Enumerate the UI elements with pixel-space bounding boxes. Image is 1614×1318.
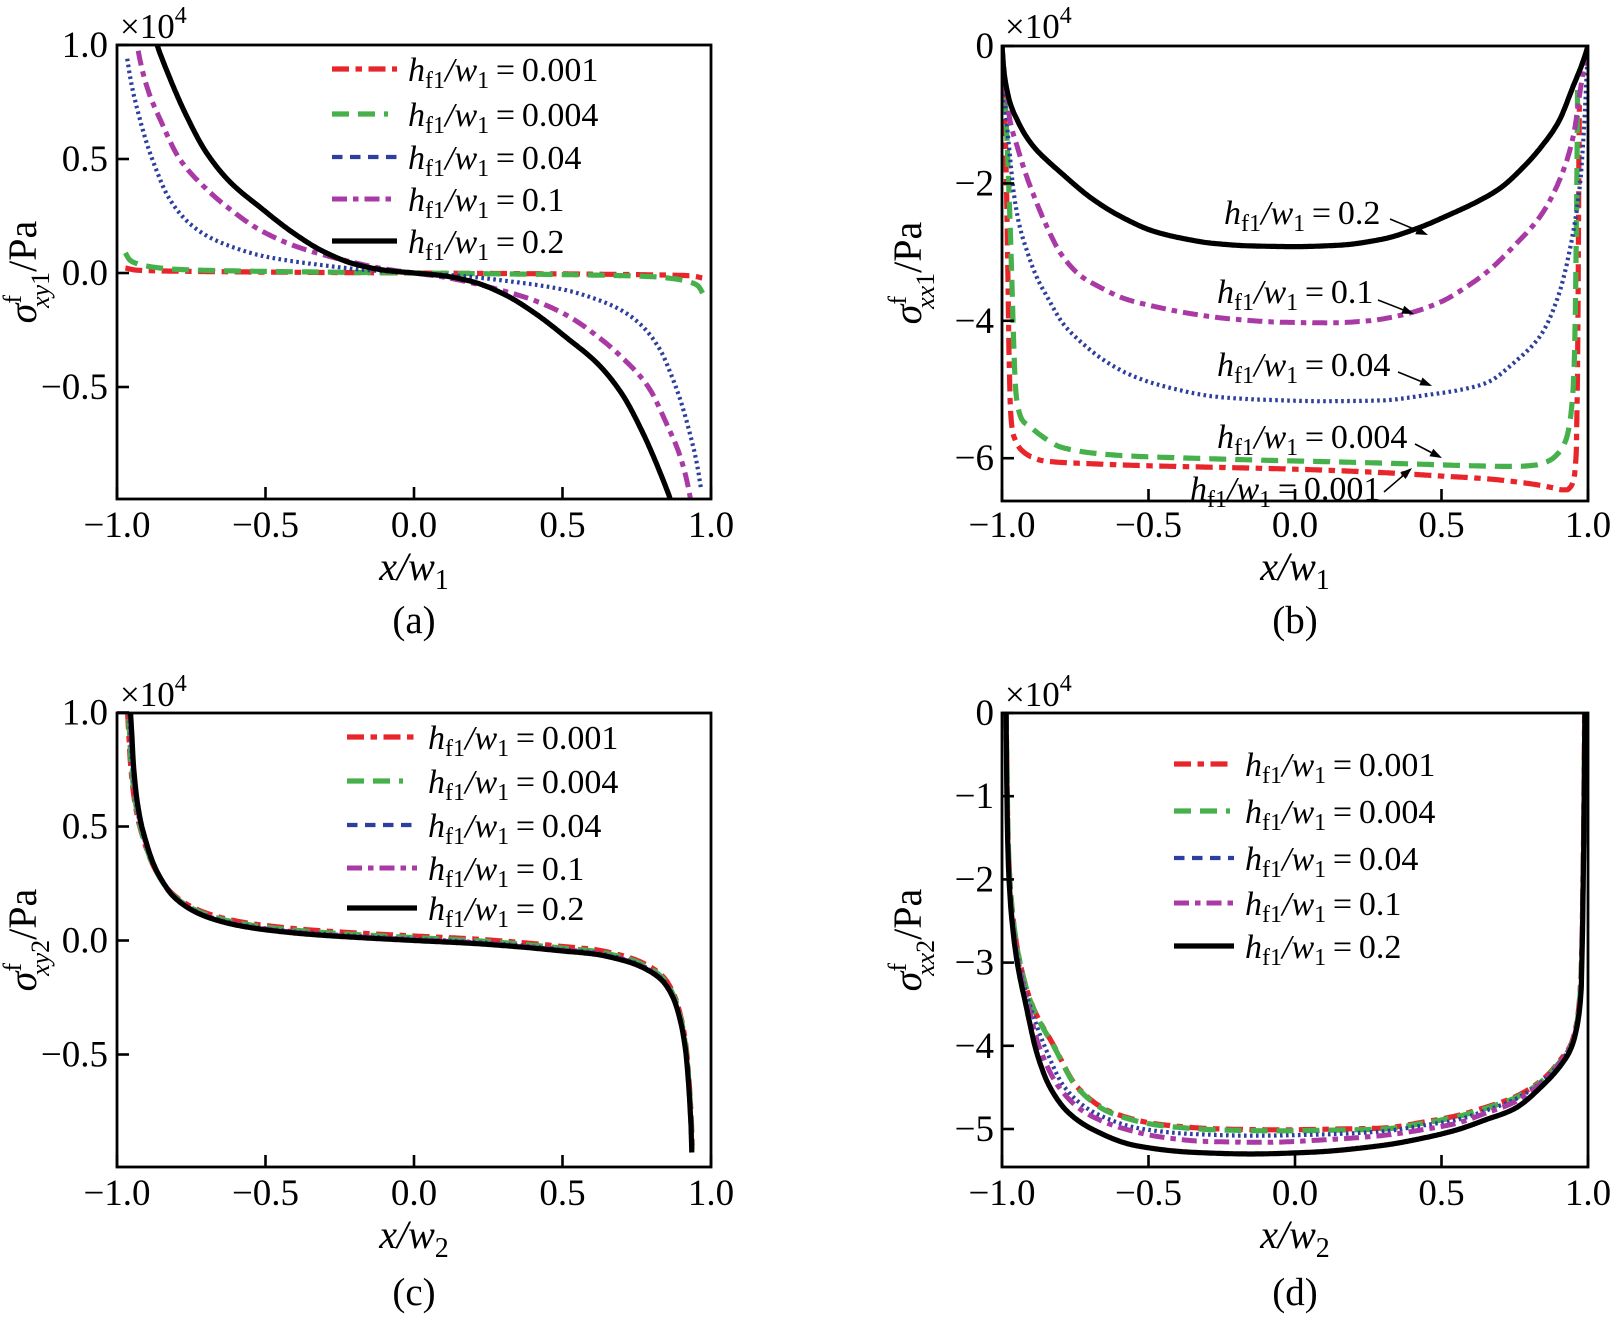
svg-text:1.0: 1.0: [62, 25, 108, 66]
svg-text:−4: −4: [955, 301, 994, 342]
svg-text:hf1/w1 = 0.2: hf1/w1 = 0.2: [408, 224, 564, 266]
svg-text:0.0: 0.0: [62, 921, 108, 962]
svg-text:(c): (c): [392, 1271, 435, 1314]
svg-text:hf1/w1 = 0.004: hf1/w1 = 0.004: [1245, 794, 1435, 836]
svg-text:hf1/w1 = 0.2: hf1/w1 = 0.2: [428, 891, 584, 933]
svg-text:x/w2: x/w2: [1259, 1212, 1330, 1264]
svg-text:σfxx2/Pa: σfxx2/Pa: [883, 888, 940, 991]
svg-text:(b): (b): [1272, 599, 1317, 642]
svg-text:hf1/w1 = 0.1: hf1/w1 = 0.1: [408, 182, 564, 224]
svg-text:hf1/w1 = 0.04: hf1/w1 = 0.04: [428, 808, 601, 850]
svg-text:1.0: 1.0: [1565, 505, 1611, 546]
svg-text:hf1/w1 = 0.001: hf1/w1 = 0.001: [1245, 747, 1435, 789]
svg-text:−1.0: −1.0: [83, 505, 150, 546]
svg-text:−1.0: −1.0: [83, 1173, 150, 1214]
svg-text:1.0: 1.0: [1565, 1173, 1611, 1214]
svg-text:(a): (a): [392, 599, 435, 642]
svg-text:hf1/w1 = 0.001: hf1/w1 = 0.001: [408, 52, 598, 94]
svg-text:hf1/w1 = 0.1: hf1/w1 = 0.1: [1217, 274, 1373, 316]
svg-text:σfxx1/Pa: σfxx1/Pa: [883, 221, 940, 324]
svg-text:0.0: 0.0: [391, 505, 437, 546]
svg-text:hf1/w1 = 0.1: hf1/w1 = 0.1: [428, 851, 584, 893]
svg-text:−0.5: −0.5: [41, 1035, 108, 1076]
svg-text:x/w1: x/w1: [378, 544, 449, 596]
svg-text:0.5: 0.5: [1418, 1173, 1464, 1214]
svg-text:0.0: 0.0: [1272, 1173, 1318, 1214]
svg-text:hf1/w1 = 0.004: hf1/w1 = 0.004: [1217, 419, 1407, 461]
svg-text:−6: −6: [955, 438, 994, 479]
svg-text:0: 0: [976, 26, 995, 67]
svg-text:σfxy2/Pa: σfxy2/Pa: [0, 888, 55, 991]
svg-text:−3: −3: [955, 943, 994, 984]
svg-text:x/w2: x/w2: [378, 1212, 449, 1264]
svg-text:−2: −2: [955, 859, 994, 900]
svg-text:−4: −4: [955, 1026, 994, 1067]
svg-text:0.5: 0.5: [1418, 505, 1464, 546]
svg-text:(d): (d): [1272, 1271, 1317, 1314]
svg-text:hf1/w1 = 0.004: hf1/w1 = 0.004: [408, 97, 598, 139]
svg-text:hf1/w1 = 0.04: hf1/w1 = 0.04: [408, 140, 581, 182]
svg-text:−5: −5: [955, 1109, 994, 1150]
svg-text:0.5: 0.5: [62, 807, 108, 848]
svg-text:−1.0: −1.0: [968, 1173, 1035, 1214]
svg-text:−0.5: −0.5: [1115, 505, 1182, 546]
svg-text:0.0: 0.0: [1272, 505, 1318, 546]
svg-text:−0.5: −0.5: [232, 505, 299, 546]
svg-text:hf1/w1 = 0.04: hf1/w1 = 0.04: [1217, 347, 1390, 389]
svg-text:−0.5: −0.5: [232, 1173, 299, 1214]
svg-text:−0.5: −0.5: [1115, 1173, 1182, 1214]
svg-text:−2: −2: [955, 163, 994, 204]
svg-text:hf1/w1 = 0.2: hf1/w1 = 0.2: [1224, 195, 1380, 237]
svg-text:x/w1: x/w1: [1259, 544, 1330, 596]
svg-text:0.0: 0.0: [62, 253, 108, 294]
svg-text:hf1/w1 = 0.1: hf1/w1 = 0.1: [1245, 886, 1401, 928]
svg-text:hf1/w1 = 0.04: hf1/w1 = 0.04: [1245, 841, 1418, 883]
svg-text:hf1/w1 = 0.001: hf1/w1 = 0.001: [1190, 471, 1380, 513]
svg-text:−1: −1: [955, 776, 994, 817]
svg-text:hf1/w1 = 0.2: hf1/w1 = 0.2: [1245, 929, 1401, 971]
svg-text:hf1/w1 = 0.004: hf1/w1 = 0.004: [428, 764, 618, 806]
svg-text:0.5: 0.5: [539, 505, 585, 546]
svg-text:0.5: 0.5: [62, 139, 108, 180]
svg-text:hf1/w1 = 0.001: hf1/w1 = 0.001: [428, 720, 618, 762]
svg-text:σfxy1/Pa: σfxy1/Pa: [0, 220, 55, 323]
svg-text:1.0: 1.0: [688, 505, 734, 546]
svg-text:−0.5: −0.5: [41, 367, 108, 408]
svg-text:−1.0: −1.0: [968, 505, 1035, 546]
svg-text:0.5: 0.5: [539, 1173, 585, 1214]
svg-text:0: 0: [976, 693, 995, 734]
svg-text:1.0: 1.0: [688, 1173, 734, 1214]
svg-text:1.0: 1.0: [62, 693, 108, 734]
svg-text:0.0: 0.0: [391, 1173, 437, 1214]
